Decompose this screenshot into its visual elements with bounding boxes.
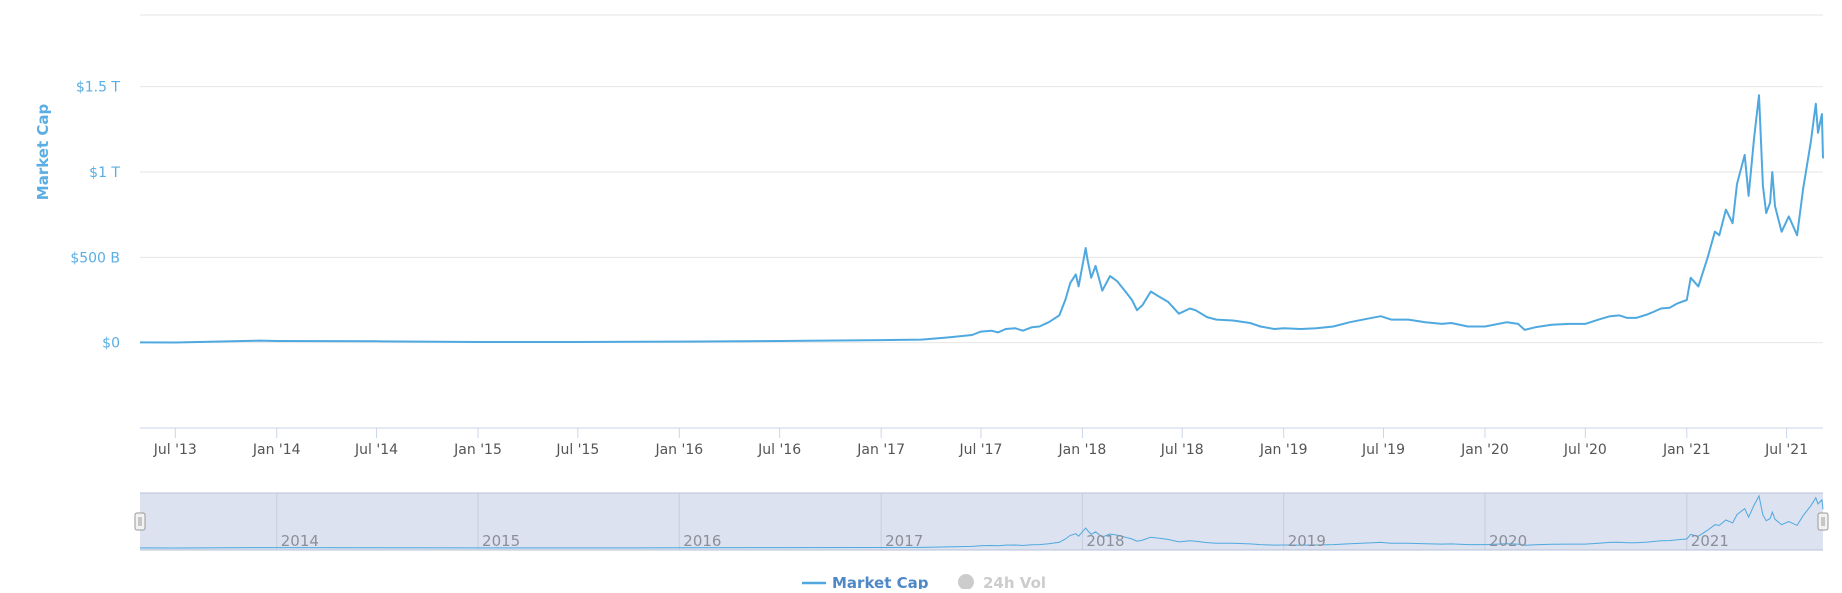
x-tick-label: Jan '17 xyxy=(856,442,905,458)
legend-item-market-cap[interactable]: Market Cap xyxy=(802,574,929,592)
x-tick-label: Jan '21 xyxy=(1662,442,1711,458)
navigator-year-label: 2018 xyxy=(1086,532,1124,550)
navigator-background xyxy=(140,493,1823,550)
x-tick-label: Jul '21 xyxy=(1764,442,1808,458)
x-tick-label: Jul '16 xyxy=(757,442,801,458)
grid-lines xyxy=(140,14,1823,344)
navigator-year-label: 2020 xyxy=(1489,532,1527,550)
x-tick-label: Jan '16 xyxy=(654,442,703,458)
x-tick-label: Jul '13 xyxy=(153,442,197,458)
navigator-handle-left[interactable] xyxy=(134,512,146,531)
series-market-cap[interactable] xyxy=(139,94,1824,344)
x-tick-label: Jan '18 xyxy=(1058,442,1107,458)
x-tick-label: Jan '19 xyxy=(1259,442,1308,458)
x-tick-label: Jul '15 xyxy=(555,442,599,458)
navigator-year-label: 2021 xyxy=(1691,532,1729,550)
x-tick-label: Jan '14 xyxy=(252,442,301,458)
y-axis-title: Market Cap xyxy=(34,104,52,201)
x-axis: Jul '13 Jan '14 Jul '14 Jan '15 Jul '15 Jan '… xyxy=(140,427,1823,458)
legend-symbol-24h-vol xyxy=(958,574,974,590)
x-tick-label: Jul '18 xyxy=(1160,442,1204,458)
x-tick-label: Jan '15 xyxy=(453,442,502,458)
x-tick-label: Jul '19 xyxy=(1361,442,1405,458)
navigator-year-label: 2019 xyxy=(1288,532,1326,550)
navigator-year-label: 2016 xyxy=(683,532,721,550)
x-tick-label: Jul '20 xyxy=(1563,442,1607,458)
series-line-market-cap[interactable] xyxy=(139,94,1824,344)
y-tick-label: $0 xyxy=(102,336,120,352)
y-tick-label: $1.5 T xyxy=(76,80,121,96)
legend-label-market-cap: Market Cap xyxy=(832,574,929,589)
navigator-handle-right[interactable] xyxy=(1817,512,1829,531)
legend-item-24h-vol[interactable]: 24h Vol xyxy=(958,574,1046,592)
x-tick-label: Jan '20 xyxy=(1460,442,1509,458)
x-tick-label: Jul '14 xyxy=(354,442,398,458)
navigator-year-label: 2015 xyxy=(482,532,520,550)
navigator-grid xyxy=(276,493,1688,550)
y-axis-ticks: $0 $500 B $1 T $1.5 T xyxy=(70,80,120,352)
y-tick-label: $1 T xyxy=(89,165,120,181)
legend-label-24h-vol: 24h Vol xyxy=(983,574,1046,589)
navigator-year-label: 2014 xyxy=(281,532,319,550)
navigator-series-line xyxy=(139,494,1824,549)
legend: Market Cap 24h Vol xyxy=(802,574,1046,592)
navigator[interactable]: 2014 2015 2016 2017 2018 2019 2020 2021 xyxy=(134,492,1829,551)
navigator-labels: 2014 2015 2016 2017 2018 2019 2020 2021 xyxy=(281,532,1729,550)
navigator-series xyxy=(139,494,1824,549)
navigator-year-label: 2017 xyxy=(885,532,923,550)
x-tick-label: Jul '17 xyxy=(958,442,1002,458)
y-tick-label: $500 B xyxy=(70,250,120,266)
